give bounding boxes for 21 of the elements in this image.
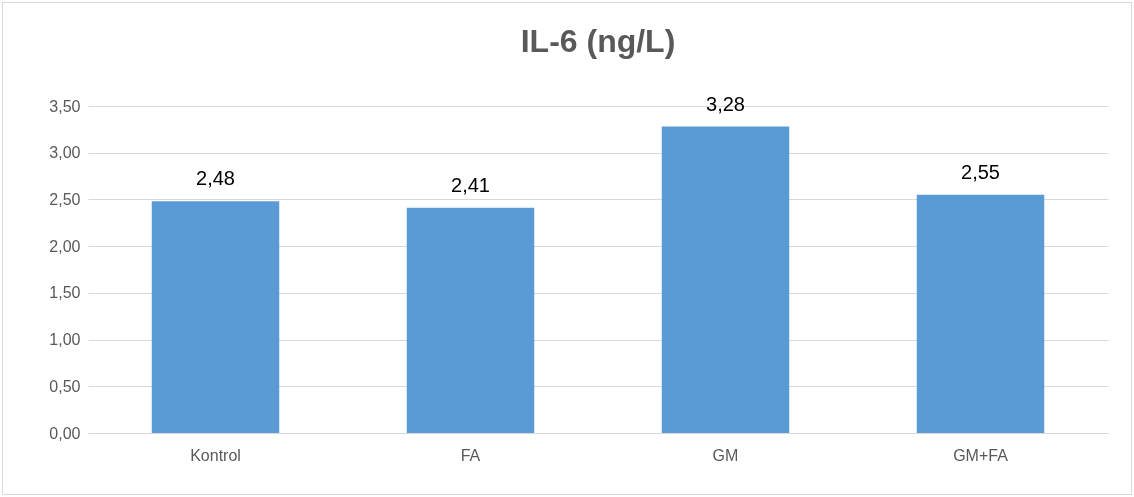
data-label: 3,28 — [706, 92, 745, 115]
x-tick-label: FA — [460, 446, 481, 464]
y-tick-label: 3,00 — [49, 144, 81, 162]
x-tick-label: GM — [712, 446, 739, 464]
y-tick-label: 2,00 — [49, 237, 81, 255]
y-tick-label: 2,50 — [49, 190, 81, 208]
y-tick-label: 1,00 — [49, 331, 81, 349]
y-tick-label: 3,50 — [49, 97, 81, 115]
y-tick-label: 0,00 — [49, 424, 81, 442]
bar — [406, 207, 535, 433]
x-tick-label: GM+FA — [953, 446, 1009, 464]
data-label: 2,48 — [196, 167, 235, 190]
bar — [916, 194, 1045, 433]
chart-title: IL-6 (ng/L) — [520, 22, 676, 59]
x-tick-label: Kontrol — [190, 446, 241, 464]
y-tick-label: 0,50 — [49, 377, 81, 395]
data-label: 2,55 — [961, 160, 1000, 183]
y-tick-label: 1,50 — [49, 284, 81, 302]
bar — [661, 126, 790, 433]
bar — [151, 201, 280, 433]
data-label: 2,41 — [451, 173, 490, 196]
